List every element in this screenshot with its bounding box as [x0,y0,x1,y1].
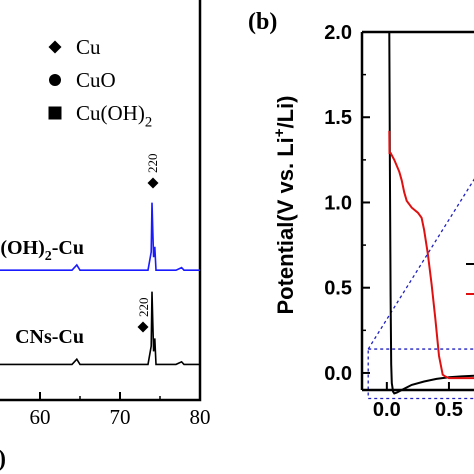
series-line [388,31,474,395]
y-tick-label: 0.5 [324,278,352,300]
legend-label: Cu [76,35,101,59]
series-label: u(OH)2-Cu [0,237,84,264]
x-tick-label: 80 [190,405,211,429]
inset-box [367,348,474,400]
series-label: CNs-Cu [15,326,84,348]
peak-label: 220 [145,154,160,174]
series-line [0,291,200,366]
y-tick-label: 1.5 [324,107,352,129]
peak-label: 220 [136,298,151,318]
legend-label: CuO [76,68,116,92]
x-tick-label: 60 [30,405,51,429]
y-tick-label: 1.0 [324,192,352,214]
x-tick-label: 0.5 [435,399,463,421]
panel-b: (b) 0.0 0.5 1.0 1.5 2.0 0.0 0.5 Potential(V vs. … [248,9,474,421]
x-tick-label: 0.0 [373,399,401,421]
y-axis-label: Potential(V vs. Li+/Li) [271,95,298,314]
panel-label-a-fragment: ) [0,446,6,472]
series-line [388,130,474,380]
series-line [0,202,200,272]
peak-marker [137,321,149,333]
x-tick-label: 70 [110,405,131,429]
legend-marker-circle [49,74,61,86]
legend-label: Cu(OH)2 [76,101,152,130]
peak-marker [147,177,159,189]
panel-label-b: (b) [248,9,277,35]
legend-marker-square [48,106,62,120]
y-tick-label: 2.0 [324,22,352,44]
legend-marker-diamond [48,40,62,54]
panel-a: Cu CuO Cu(OH)2 u(OH)2-Cu CNs-Cu 220 220 60 70 80) [0,0,211,472]
plot-frame [0,0,202,402]
inset-connector [367,178,474,350]
y-tick-label: 0.0 [324,363,352,385]
